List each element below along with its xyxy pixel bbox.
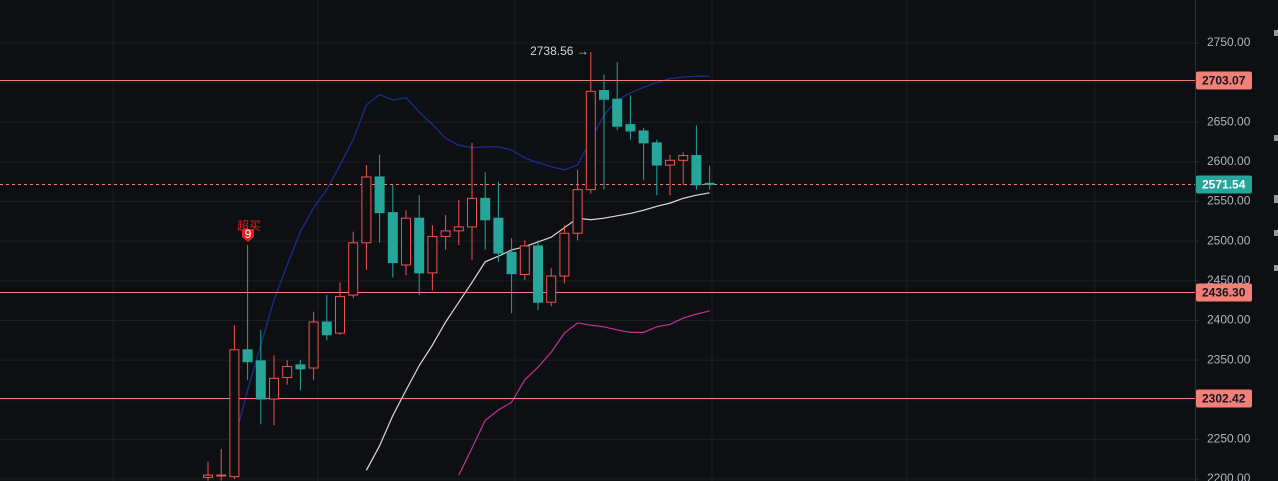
y-tick-label: 2750.00 [1207, 35, 1251, 49]
edge-icon [1274, 30, 1278, 36]
candle-body [625, 124, 636, 132]
candle-body [599, 90, 609, 100]
y-tick-label: 2500.00 [1207, 233, 1251, 247]
candle-body [638, 130, 649, 144]
last-price-box [1196, 175, 1252, 194]
candle-body [229, 349, 240, 478]
y-tick-label: 2600.00 [1207, 154, 1251, 168]
signal-badge [242, 229, 254, 242]
candle-body [282, 365, 293, 379]
level-label: 2302.42 [1202, 392, 1246, 406]
edge-icon [1274, 265, 1278, 271]
candle-body [480, 197, 491, 221]
candle-body [691, 155, 702, 186]
candle-body [308, 321, 319, 369]
edge-icon [1274, 195, 1278, 203]
candle-body [203, 474, 213, 478]
edge-icon [1274, 230, 1278, 236]
candle-body [506, 251, 517, 275]
candle-body [387, 212, 398, 264]
level-label-box [1196, 71, 1252, 90]
candle-body [467, 197, 477, 228]
candle-body [440, 230, 451, 237]
y-tick-label: 2450.00 [1207, 273, 1251, 287]
edge-icons [1274, 30, 1278, 271]
candle-body [401, 217, 411, 266]
candle-body [678, 155, 689, 161]
candle-body [374, 176, 385, 214]
candle-body [665, 159, 675, 166]
candle-body [348, 242, 359, 296]
y-tick-label: 2350.00 [1207, 352, 1251, 366]
candle-body [269, 377, 279, 400]
candle-body [493, 217, 504, 254]
candle-body [427, 235, 438, 274]
candle-body [533, 245, 543, 303]
y-tick-label: 2550.00 [1207, 194, 1251, 208]
candle-body [295, 364, 306, 370]
candle-body [255, 360, 266, 400]
level-label-box [1196, 283, 1252, 302]
candle-body [546, 275, 557, 303]
last-price-label: 2571.54 [1202, 178, 1246, 192]
level-label: 2436.30 [1202, 286, 1246, 300]
indicator-line [458, 310, 710, 476]
y-tick-label: 2400.00 [1207, 313, 1251, 327]
candle-body [414, 217, 425, 274]
candle-body [559, 232, 570, 277]
candle-body [704, 182, 715, 185]
y-tick-label: 2650.00 [1207, 114, 1251, 128]
candle-body [216, 474, 227, 477]
y-tick-label: 2250.00 [1207, 432, 1251, 446]
y-tick-label: 2200.00 [1207, 471, 1251, 481]
candle-body [321, 321, 332, 336]
candle-body [453, 226, 464, 232]
high-annotation: 2738.56 → [530, 44, 589, 58]
candle-body [612, 98, 623, 127]
candle-body [519, 245, 530, 275]
candle-body [572, 189, 583, 234]
candle-body [585, 90, 596, 191]
candle-body [335, 296, 345, 334]
edge-icon [1274, 135, 1278, 141]
candle-body [361, 176, 372, 244]
candle-body [242, 349, 253, 363]
candle-body [651, 142, 662, 166]
level-label-box [1196, 389, 1252, 408]
level-label: 2703.07 [1202, 74, 1246, 88]
signal-count: 9 [245, 227, 252, 241]
